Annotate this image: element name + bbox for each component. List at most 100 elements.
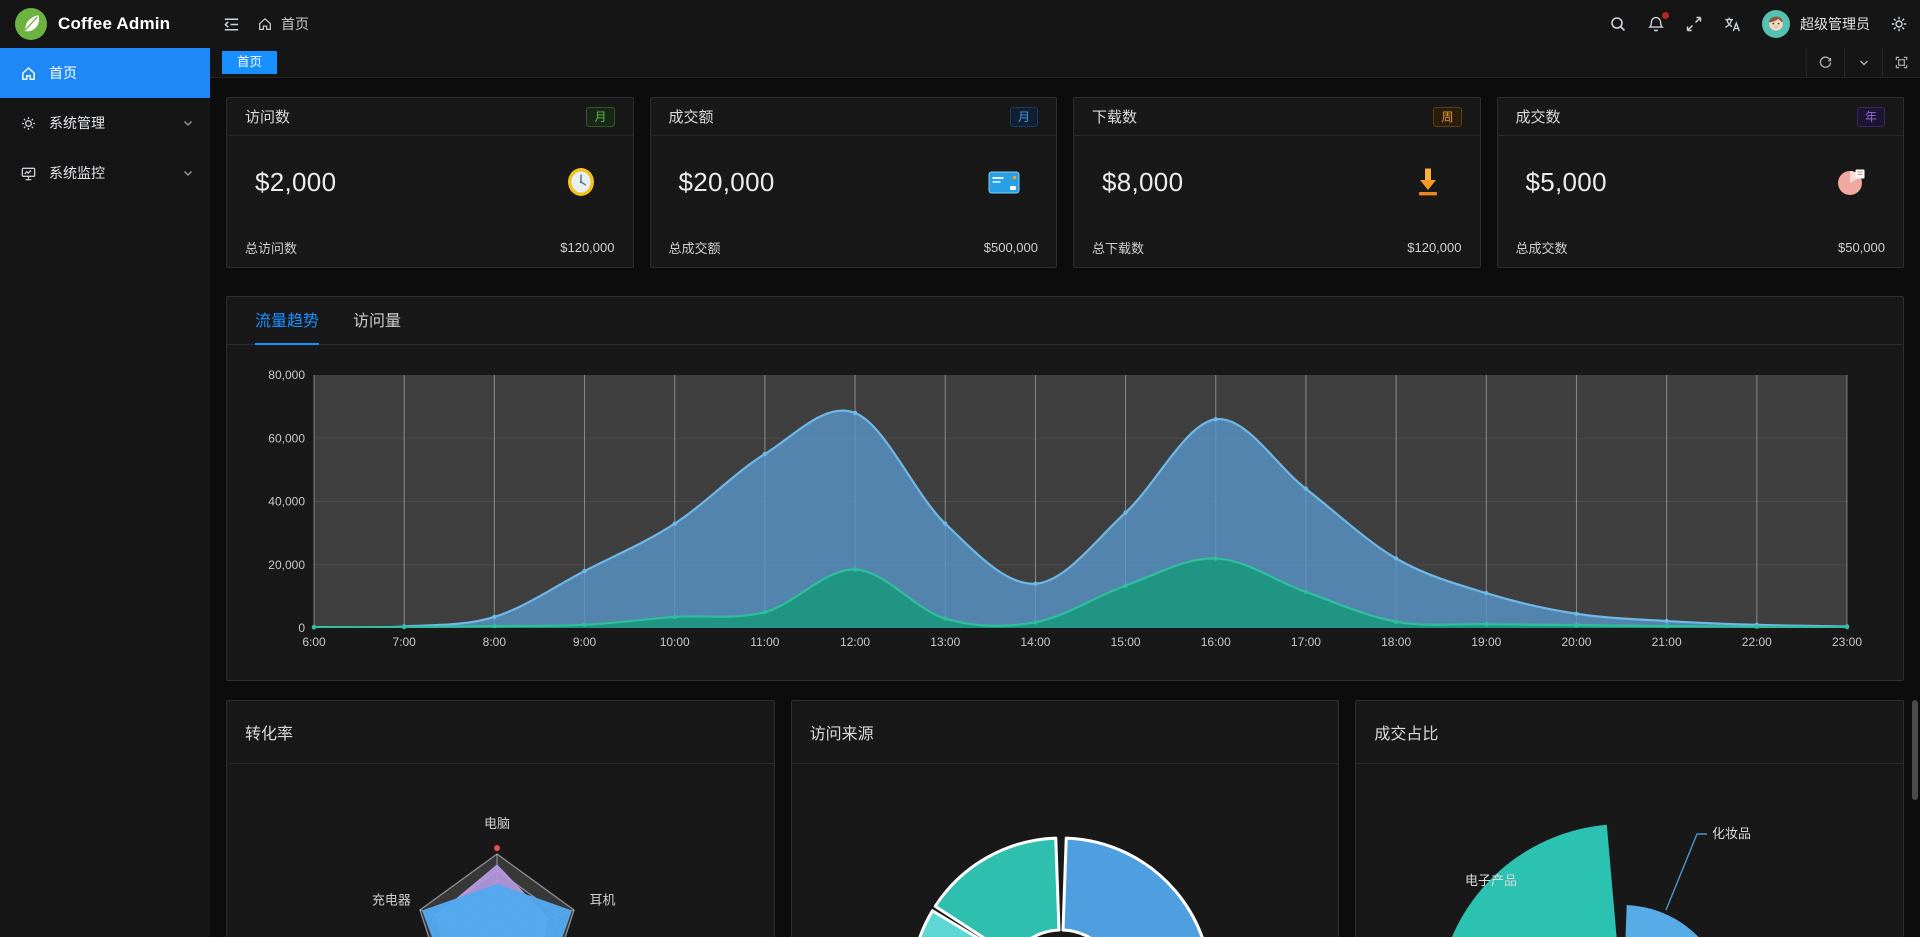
svg-text:耳机: 耳机 <box>590 893 616 908</box>
svg-text:8:00: 8:00 <box>483 635 507 649</box>
settings-gear-icon[interactable] <box>1890 15 1908 33</box>
svg-text:17:00: 17:00 <box>1291 635 1321 649</box>
spring-leaf-logo-icon <box>14 7 48 41</box>
notification-badge <box>1662 12 1669 19</box>
stat-footer-label: 总成交数 <box>1515 241 1568 256</box>
stat-footer-value: $120,000 <box>1407 240 1462 255</box>
alarm-clock-icon <box>563 164 599 200</box>
gear-icon <box>20 115 37 132</box>
svg-text:19:00: 19:00 <box>1471 635 1501 649</box>
deal-share-card: 成交占比 化妆品 电子产品 <box>1355 700 1904 937</box>
svg-text:18:00: 18:00 <box>1381 635 1411 649</box>
svg-text:14:00: 14:00 <box>1020 635 1050 649</box>
stat-footer-label: 总下载数 <box>1092 241 1145 256</box>
traffic-trend-area-chart[interactable]: 6:00 7:00 8:00 9:00 10:00 11:00 12:00 13:00 14:0… <box>227 345 1903 657</box>
main-content: 访问数 月 $2,000 总访问数 $120,000 <box>210 78 1920 937</box>
tab-home[interactable]: 首页 <box>222 51 278 74</box>
svg-text:13:00: 13:00 <box>930 635 960 649</box>
sidebar-item-label: 系统监控 <box>49 165 105 181</box>
svg-text:11:00: 11:00 <box>750 635 779 649</box>
home-icon <box>20 65 37 82</box>
tab-traffic-trend[interactable]: 流量趋势 <box>255 307 320 345</box>
stat-value: $5,000 <box>1525 166 1607 197</box>
svg-text:20,000: 20,000 <box>268 558 305 572</box>
stat-title: 成交额 <box>668 109 714 126</box>
chevron-down-icon <box>182 117 194 129</box>
stat-period-badge: 年 <box>1856 106 1885 127</box>
fullscreen-expand-icon[interactable] <box>1685 15 1703 33</box>
sidebar: Coffee Admin 首页 系统管理 <box>0 0 210 937</box>
sidebar-item-home[interactable]: 首页 <box>0 48 210 98</box>
traffic-trend-card: 流量趋势 访问量 6:00 7:00 8:00 9:00 10:00 11:00 12:00… <box>226 296 1904 681</box>
sidebar-item-label: 系统管理 <box>49 115 105 131</box>
stat-title: 下载数 <box>1092 109 1138 126</box>
trend-tabs: 流量趋势 访问量 <box>227 297 1903 345</box>
stat-footer-value: $120,000 <box>560 240 615 255</box>
home-icon <box>257 16 273 32</box>
svg-text:12:00: 12:00 <box>840 635 870 649</box>
svg-text:化妆品: 化妆品 <box>1712 826 1751 841</box>
stat-period-badge: 周 <box>1433 106 1462 127</box>
credit-card-icon <box>986 164 1022 200</box>
bottom-row: 转化率 电脑 耳机 充电器 访问来源 成交占比 化妆品 电子产品 <box>226 700 1904 937</box>
stat-card-turnover: 成交额 月 $20,000 总成交额 $50 <box>649 97 1057 268</box>
visit-source-card: 访问来源 <box>790 700 1340 937</box>
stat-footer-value: $500,000 <box>983 240 1038 255</box>
stat-period-badge: 月 <box>1009 106 1038 127</box>
stat-period-badge: 月 <box>586 106 615 127</box>
refresh-button[interactable] <box>1806 48 1844 77</box>
chevron-down-icon <box>182 167 194 179</box>
svg-text:6:00: 6:00 <box>302 635 326 649</box>
stat-value: $8,000 <box>1102 166 1184 197</box>
download-icon <box>1410 164 1446 200</box>
sidebar-item-system-manage[interactable]: 系统管理 <box>0 98 210 148</box>
sidebar-item-system-monitor[interactable]: 系统监控 <box>0 148 210 198</box>
tab-options-chevron-button[interactable] <box>1844 48 1882 77</box>
stat-card-visits: 访问数 月 $2,000 总访问数 $120,000 <box>226 97 634 268</box>
scrollbar-thumb[interactable] <box>1912 700 1918 800</box>
topbar: 首页 <box>210 0 1920 48</box>
monitor-icon <box>20 165 37 182</box>
stat-value: $2,000 <box>255 166 337 197</box>
svg-text:7:00: 7:00 <box>392 635 416 649</box>
stat-title: 成交数 <box>1515 109 1561 126</box>
app-title: Coffee Admin <box>58 14 171 33</box>
stat-title: 访问数 <box>245 109 291 126</box>
svg-text:22:00: 22:00 <box>1742 635 1772 649</box>
svg-text:20:00: 20:00 <box>1561 635 1591 649</box>
stat-footer-value: $50,000 <box>1838 240 1885 255</box>
svg-text:电脑: 电脑 <box>484 816 510 831</box>
notification-bell-icon[interactable] <box>1647 12 1669 33</box>
svg-text:40,000: 40,000 <box>268 495 305 509</box>
panel-title: 访问来源 <box>809 726 874 743</box>
search-icon[interactable] <box>1609 15 1627 33</box>
stats-row: 访问数 月 $2,000 总访问数 $120,000 <box>226 97 1904 268</box>
breadcrumb-item: 首页 <box>281 16 309 32</box>
sidebar-item-label: 首页 <box>49 65 77 81</box>
svg-text:10:00: 10:00 <box>660 635 690 649</box>
panel-title: 转化率 <box>245 726 294 743</box>
tabbar: 首页 <box>210 48 1920 78</box>
username: 超级管理员 <box>1800 16 1870 32</box>
maximize-view-button[interactable] <box>1882 48 1920 77</box>
stat-footer-label: 总访问数 <box>245 241 298 256</box>
tab-visit-volume[interactable]: 访问量 <box>353 313 402 330</box>
svg-text:60,000: 60,000 <box>268 431 305 445</box>
visit-source-donut-chart[interactable] <box>792 764 1338 937</box>
breadcrumb[interactable]: 首页 <box>257 14 309 34</box>
svg-text:充电器: 充电器 <box>372 893 411 908</box>
app-logo[interactable]: Coffee Admin <box>0 0 210 48</box>
conversion-rate-card: 转化率 电脑耳机 充电器 <box>226 700 775 937</box>
svg-text:21:00: 21:00 <box>1652 635 1682 649</box>
svg-text:电子产品: 电子产品 <box>1465 873 1517 888</box>
stat-value: $20,000 <box>678 166 775 197</box>
menu-fold-icon[interactable] <box>222 15 241 34</box>
svg-text:80,000: 80,000 <box>268 368 305 382</box>
svg-text:23:00: 23:00 <box>1832 635 1862 649</box>
avatar <box>1762 10 1790 38</box>
svg-text:15:00: 15:00 <box>1111 635 1141 649</box>
user-menu[interactable]: 超级管理员 <box>1762 10 1870 38</box>
translate-icon[interactable] <box>1723 15 1742 34</box>
